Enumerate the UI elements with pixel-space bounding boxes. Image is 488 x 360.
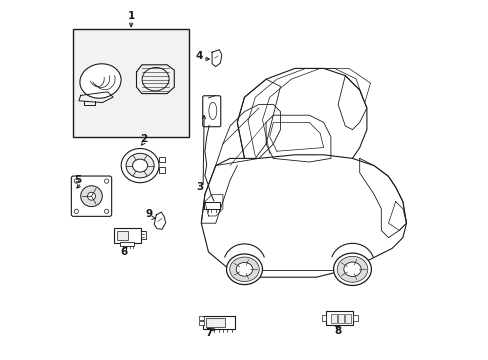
Bar (117, 231, 128, 240)
Ellipse shape (333, 253, 371, 285)
Bar (330, 314, 336, 323)
Ellipse shape (226, 254, 262, 284)
Ellipse shape (126, 153, 154, 178)
FancyBboxPatch shape (203, 96, 220, 127)
Bar (141, 231, 145, 239)
FancyBboxPatch shape (71, 176, 111, 216)
Bar (203, 316, 234, 329)
Text: 4: 4 (195, 51, 203, 61)
Text: 7: 7 (204, 328, 212, 338)
Ellipse shape (236, 262, 252, 276)
Ellipse shape (74, 209, 79, 213)
Bar (325, 311, 352, 325)
Bar (199, 321, 203, 325)
Text: 6: 6 (120, 247, 127, 257)
Ellipse shape (121, 148, 159, 183)
Ellipse shape (87, 192, 95, 200)
Bar (345, 314, 350, 323)
Ellipse shape (132, 159, 147, 172)
Text: 1: 1 (127, 11, 135, 21)
Bar (204, 202, 220, 209)
Text: 5: 5 (74, 175, 81, 185)
Text: 2: 2 (140, 134, 147, 144)
Ellipse shape (81, 186, 102, 207)
Text: 3: 3 (196, 182, 203, 192)
Bar (159, 167, 165, 173)
Bar (321, 315, 325, 321)
Ellipse shape (229, 257, 259, 282)
Ellipse shape (80, 64, 121, 98)
Text: 8: 8 (334, 326, 341, 336)
Bar (73, 29, 188, 137)
Bar (159, 157, 165, 162)
Bar (120, 242, 134, 246)
Ellipse shape (343, 262, 361, 276)
Bar (114, 228, 141, 243)
Ellipse shape (208, 102, 216, 120)
Bar (199, 316, 203, 320)
Ellipse shape (104, 209, 108, 213)
Bar (337, 314, 343, 323)
Text: 9: 9 (145, 209, 152, 219)
Bar (352, 315, 357, 321)
Ellipse shape (104, 179, 108, 183)
Ellipse shape (74, 179, 79, 183)
Ellipse shape (337, 256, 367, 282)
Bar (205, 318, 224, 327)
